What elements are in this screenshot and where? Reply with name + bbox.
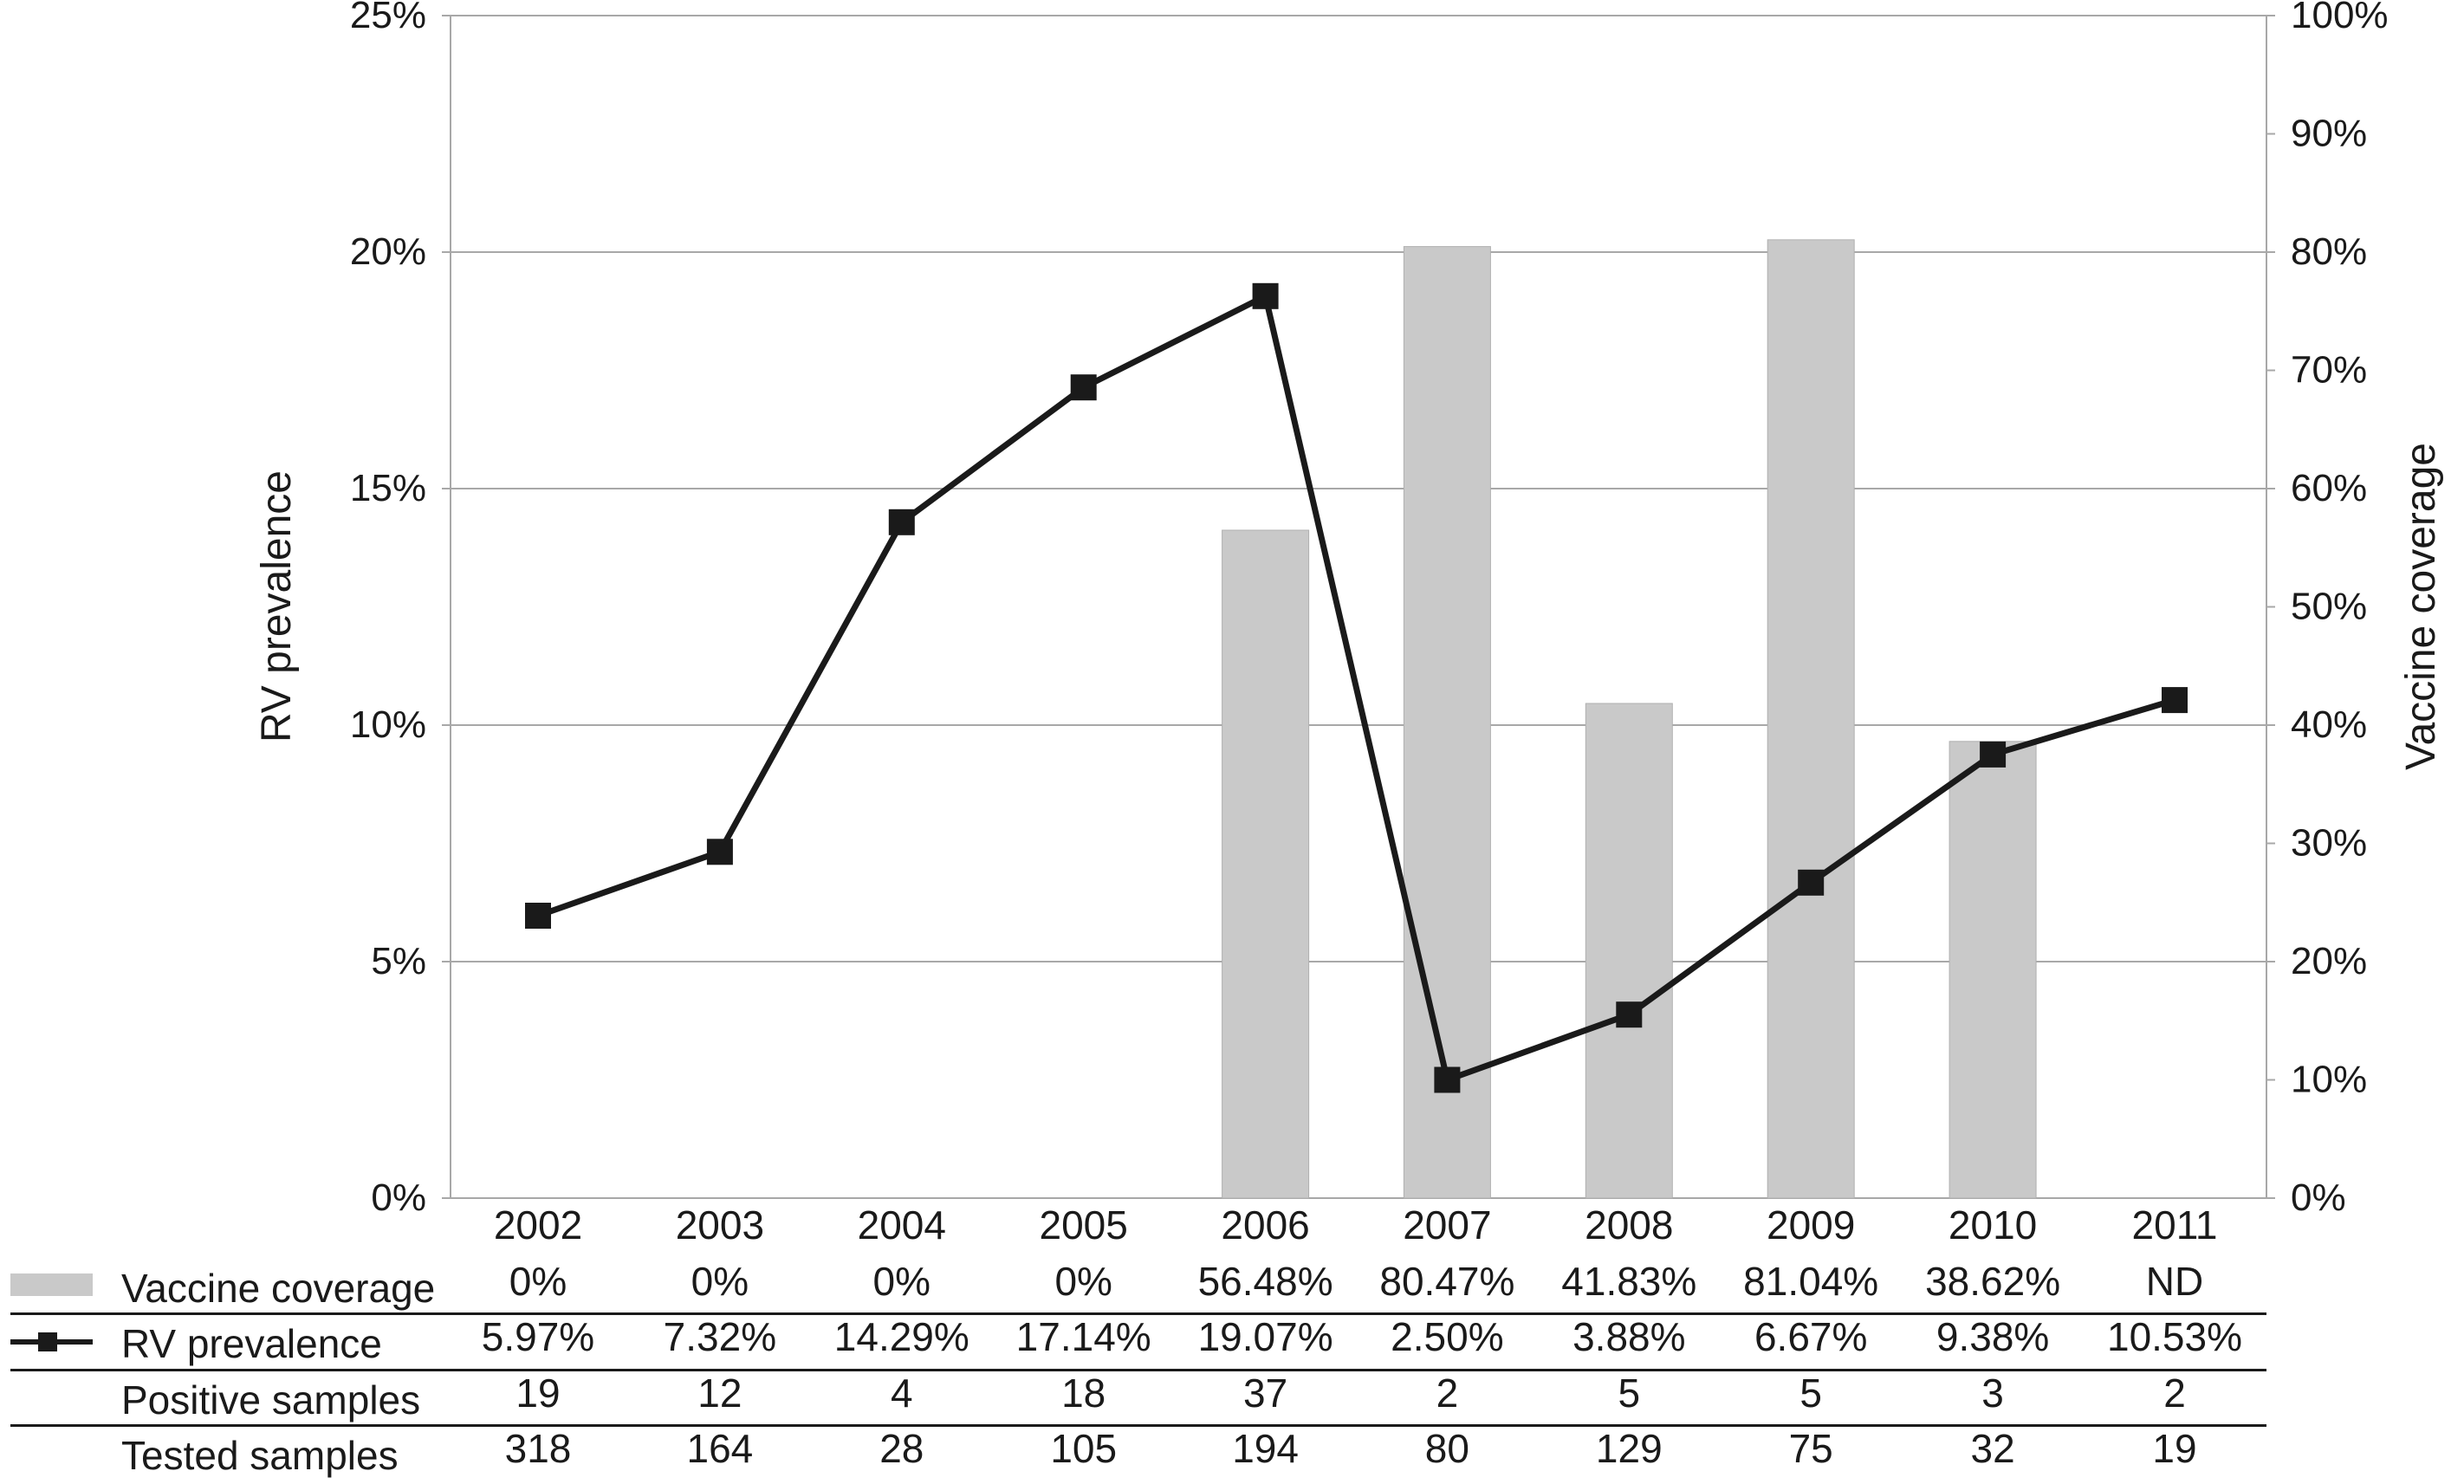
svg-text:100%: 100% <box>2291 0 2389 36</box>
svg-text:80%: 80% <box>2291 230 2367 273</box>
svg-text:20%: 20% <box>350 230 426 273</box>
svg-text:15%: 15% <box>350 467 426 509</box>
svg-text:10%: 10% <box>2291 1059 2367 1101</box>
svg-text:50%: 50% <box>2291 586 2367 628</box>
svg-text:60%: 60% <box>2291 467 2367 509</box>
svg-text:90%: 90% <box>2291 113 2367 155</box>
svg-text:40%: 40% <box>2291 703 2367 746</box>
svg-text:10%: 10% <box>350 703 426 746</box>
svg-text:RV prevalence: RV prevalence <box>254 470 300 742</box>
svg-text:30%: 30% <box>2291 822 2367 865</box>
svg-text:5%: 5% <box>371 940 426 982</box>
svg-text:Vaccine coverage: Vaccine coverage <box>2398 443 2444 770</box>
svg-text:25%: 25% <box>350 0 426 36</box>
svg-text:70%: 70% <box>2291 349 2367 392</box>
svg-text:20%: 20% <box>2291 940 2367 982</box>
